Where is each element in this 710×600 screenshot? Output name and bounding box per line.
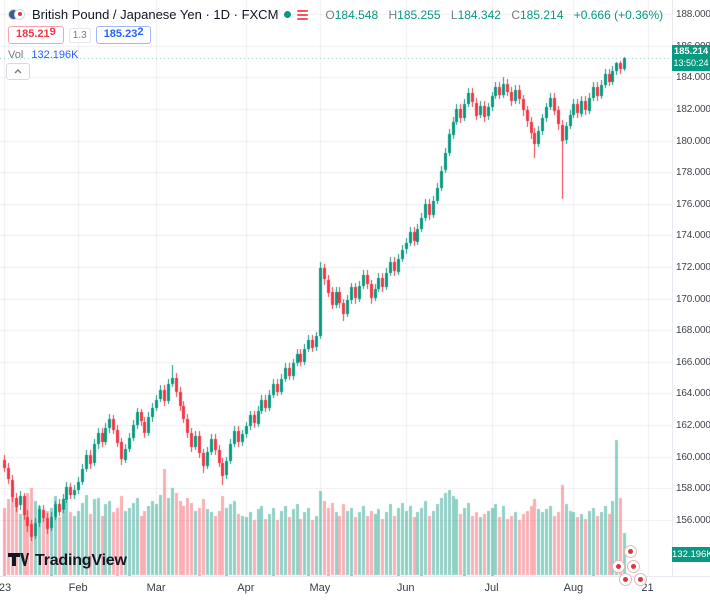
price-tick-label: 178.000 [676, 167, 710, 179]
time-axis[interactable]: '23 Feb Mar Apr May Jun Jul Aug 21 [0, 576, 710, 600]
chevron-up-icon [14, 69, 22, 74]
time-tick-label: Apr [237, 582, 255, 594]
high-label: H [388, 7, 398, 22]
price-tick-label: 174.000 [676, 230, 710, 242]
volume-badge: 132.196K [672, 547, 710, 562]
high-value: 185.255 [397, 7, 441, 22]
time-tick-label: Mar [146, 582, 166, 594]
tradingview-logo-icon [8, 552, 29, 566]
close-label: C [511, 7, 520, 22]
price-tick-label: 188.000 [676, 9, 710, 21]
quote-buttons: 185.219 1.3 185.232 [8, 26, 152, 44]
time-tick-label: Jul [484, 582, 499, 594]
last-price-badge: 185.214 13:50:24 [672, 45, 710, 72]
ohlc-values: O184.548 H185.255 L184.342 C185.214 +0.6… [318, 8, 663, 22]
change-value: +0.666 (+0.36%) [573, 7, 664, 22]
open-value: 184.548 [334, 7, 379, 22]
spread-value: 1.3 [68, 27, 91, 43]
time-tick-label: Aug [563, 582, 584, 594]
price-tick-label: 182.000 [676, 103, 710, 115]
time-tick-label: Jun [396, 582, 415, 594]
time-tick-label: 21 [641, 582, 654, 594]
collapse-legend-button[interactable] [6, 63, 30, 80]
price-tick-label: 176.000 [676, 198, 710, 210]
price-tick-label: 162.000 [676, 419, 710, 431]
price-tick-label: 158.000 [676, 483, 710, 495]
volume-legend: Vol 132.196K [8, 49, 78, 61]
tradingview-logo-text: TradingView [35, 552, 127, 569]
japan-flag-event-icon[interactable] [612, 560, 625, 573]
price-tick-label: 184.000 [676, 72, 710, 84]
sell-button[interactable]: 185.219 [8, 26, 64, 44]
price-tick-label: 170.000 [676, 293, 710, 305]
price-tick-label: 180.000 [676, 135, 710, 147]
time-tick-label: May [309, 582, 331, 594]
symbol-title[interactable]: British Pound / Japanese Yen · 1D · FXCM [32, 7, 279, 22]
price-tick-label: 164.000 [676, 388, 710, 400]
market-status-dot-icon [284, 11, 292, 18]
time-tick-label: '23 [0, 582, 12, 594]
japan-flag-event-icon[interactable] [619, 573, 632, 586]
price-tick-label: 168.000 [676, 325, 710, 337]
japan-flag-event-icon[interactable] [627, 560, 640, 573]
tradingview-logo[interactable]: TradingView [8, 552, 127, 570]
low-value: 184.342 [457, 7, 501, 22]
price-tick-label: 156.000 [676, 514, 710, 526]
chart-legend: British Pound / Japanese Yen · 1D · FXCM… [8, 7, 663, 22]
bar-countdown: 13:50:24 [673, 58, 709, 69]
japan-flag-event-icon[interactable] [634, 573, 647, 586]
volume-value: 132.196K [31, 49, 79, 61]
price-tick-label: 166.000 [676, 356, 710, 368]
low-label: L [450, 7, 458, 22]
close-value: 185.214 [519, 7, 564, 22]
open-label: O [325, 7, 335, 22]
japan-flag-event-icon[interactable] [624, 545, 637, 558]
volume-label: Vol [8, 49, 24, 61]
buy-button[interactable]: 185.232 [95, 26, 152, 44]
price-tick-label: 172.000 [676, 261, 710, 273]
last-price: 185.214 [673, 46, 709, 58]
symbol-logo-icon [8, 8, 26, 21]
chart-canvas[interactable] [0, 0, 672, 576]
notes-list-icon[interactable] [297, 9, 309, 20]
time-tick-label: Feb [68, 582, 88, 594]
price-axis[interactable]: 188.000186.000184.000182.000180.000178.0… [672, 0, 710, 576]
price-tick-label: 160.000 [676, 451, 710, 463]
